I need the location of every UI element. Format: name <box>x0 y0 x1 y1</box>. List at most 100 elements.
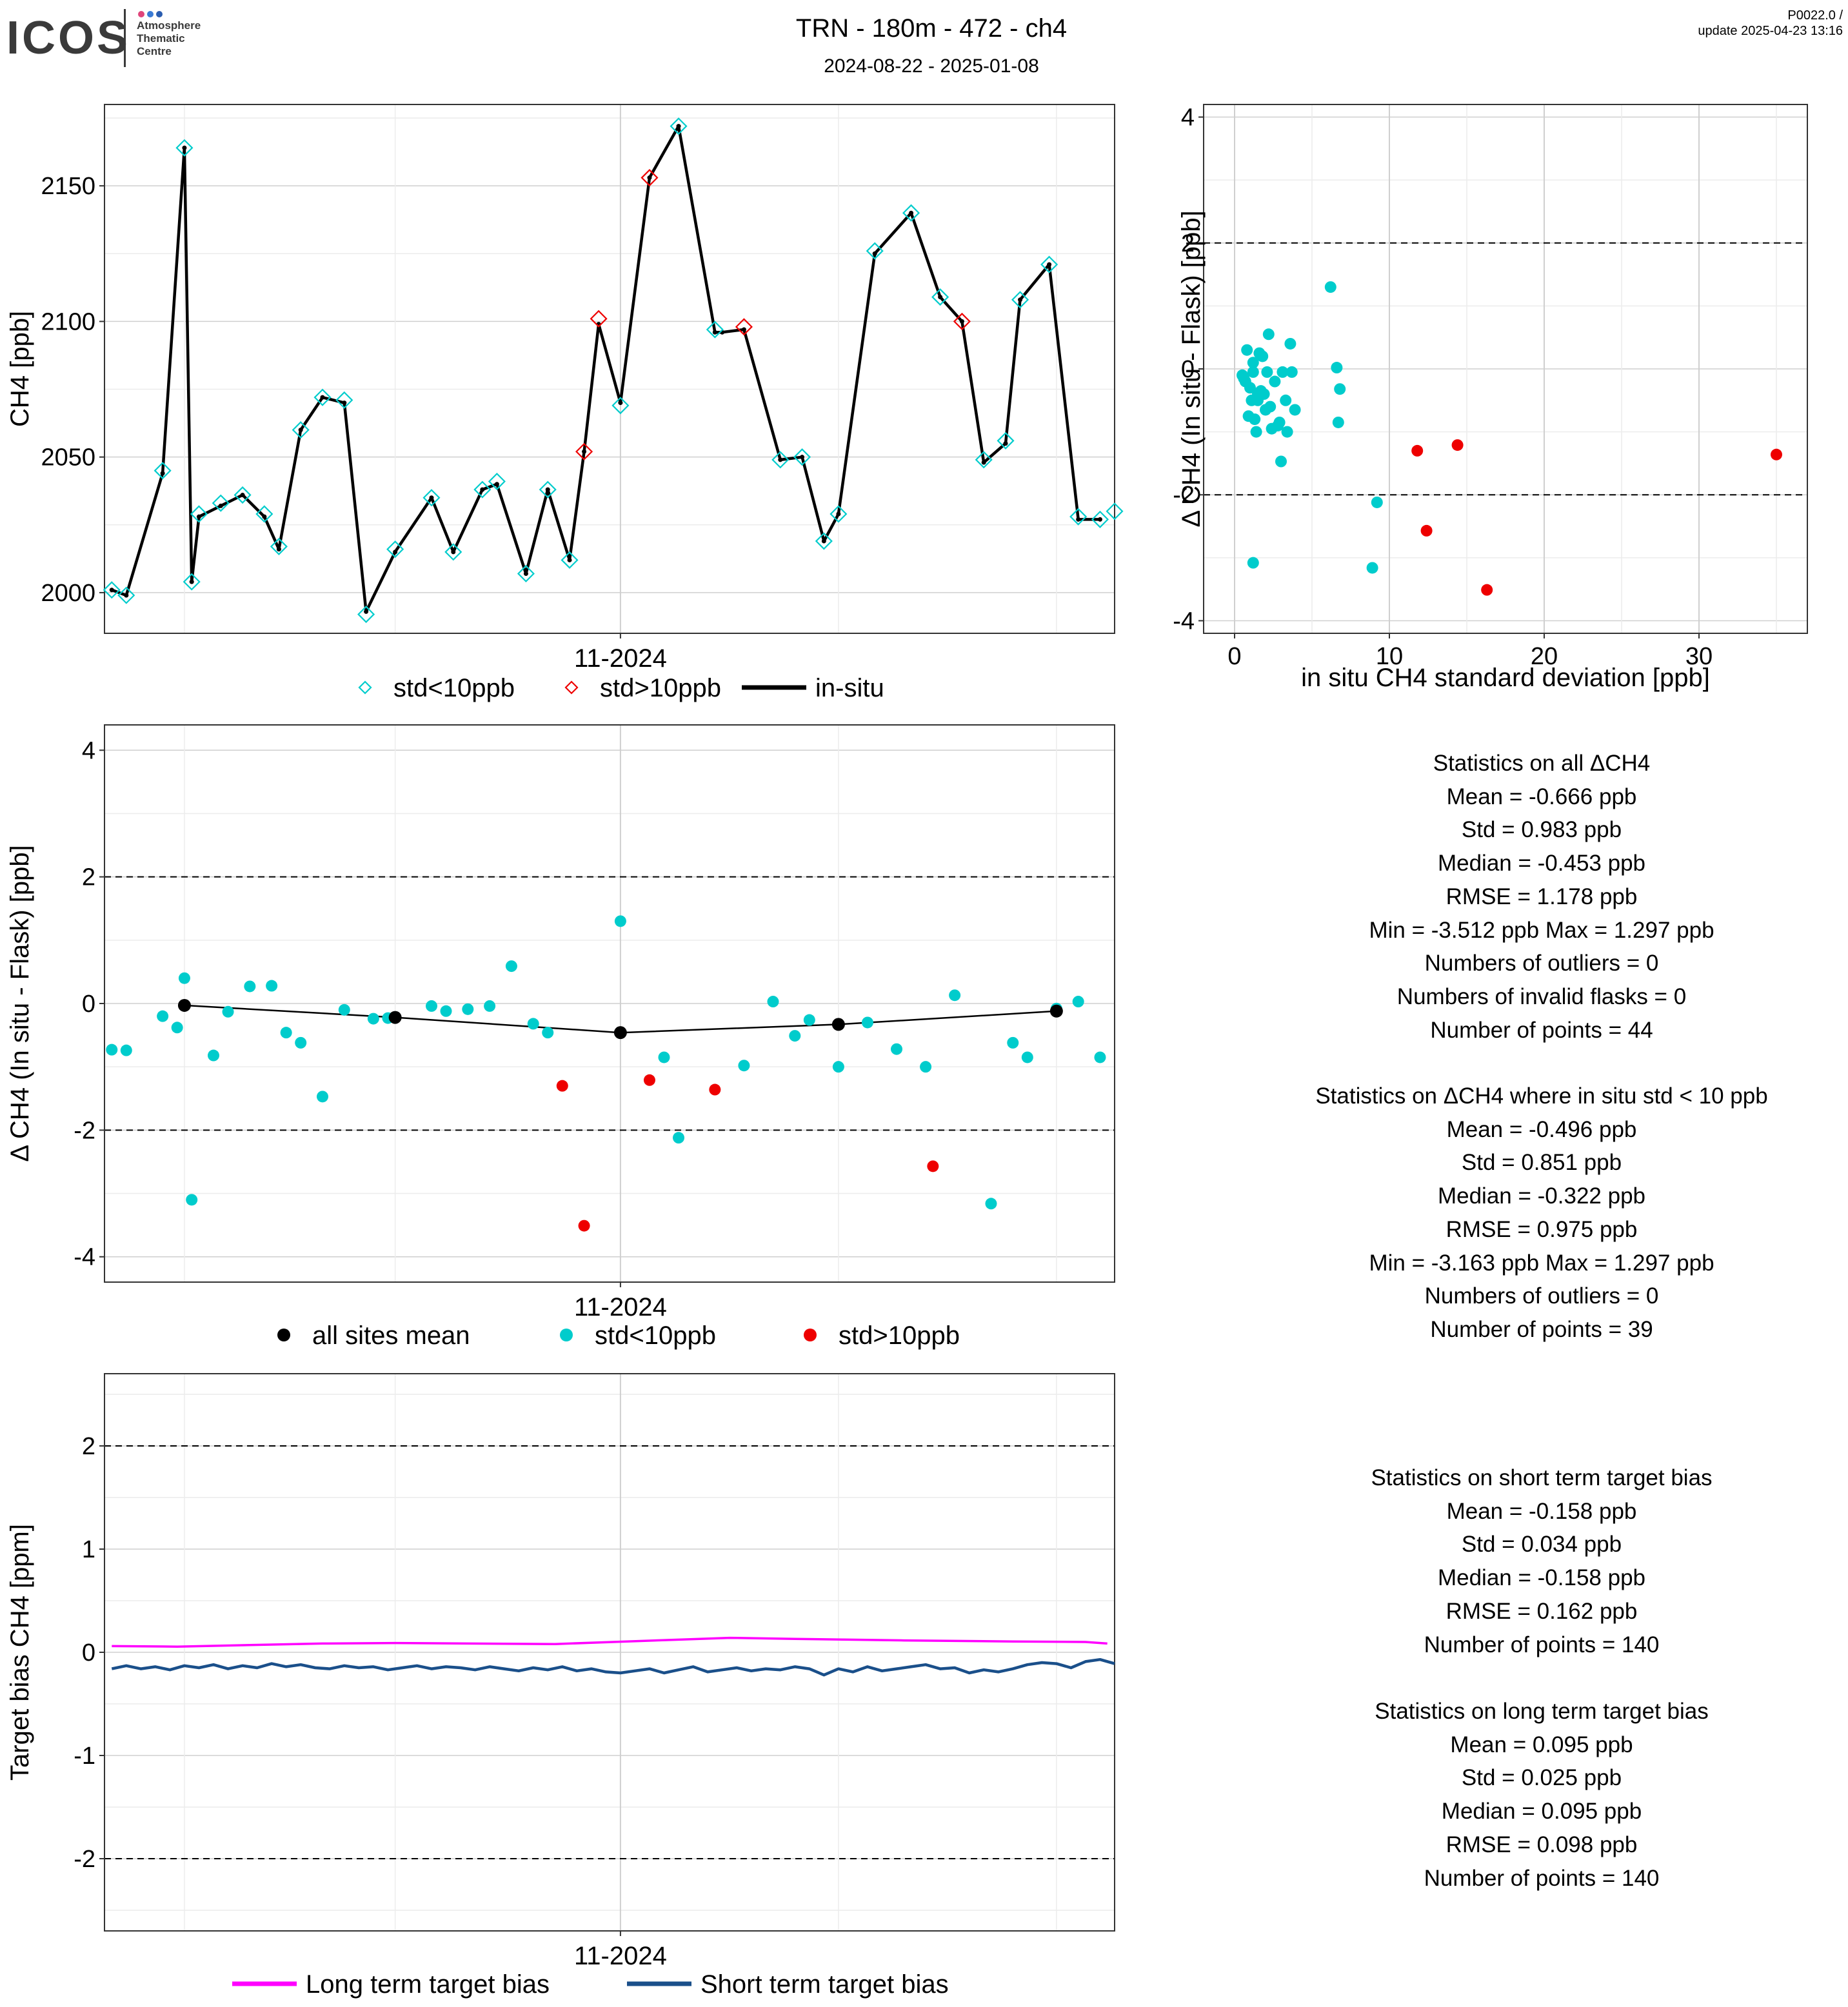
x-tick-label: 20 <box>1531 643 1558 670</box>
y-axis-label: CH4 [ppb] <box>6 311 34 427</box>
std-lt-10-point <box>527 1018 539 1030</box>
std-gt-10-point <box>1771 448 1782 460</box>
std-lt-10-point <box>861 1016 873 1029</box>
in-situ-point <box>1047 262 1052 267</box>
legend-std-gt-10-symbol <box>804 1329 817 1341</box>
stats-title: Statistics on all ΔCH4 <box>1433 751 1651 776</box>
std-lt-10-point <box>1371 496 1383 508</box>
y-tick-label: 2 <box>82 1433 95 1460</box>
stats-line: Numbers of invalid flasks = 0 <box>1396 984 1687 1009</box>
std-gt-10-marker <box>735 318 753 336</box>
all-sites-mean-point <box>831 1018 845 1031</box>
std-lt-10-point <box>1262 328 1275 341</box>
y-tick-label: 4 <box>82 737 95 764</box>
legend-std-lt-10-symbol <box>358 680 372 695</box>
logo-separator <box>124 9 126 67</box>
in-situ-point <box>712 330 717 335</box>
in-situ-point <box>1003 441 1008 446</box>
std-lt-10-point <box>767 996 779 1008</box>
std-lt-10-point <box>803 1014 815 1026</box>
std-lt-10-point <box>1247 557 1259 569</box>
in-situ-point <box>342 400 347 406</box>
std-lt-10-marker <box>255 505 273 523</box>
std-lt-10-point <box>338 1004 350 1016</box>
stats-line: Median = -0.158 ppb <box>1437 1565 1646 1591</box>
short-term-bias-line <box>111 1657 1115 1677</box>
y-tick-label: 2 <box>82 864 95 891</box>
in-situ-point <box>1097 517 1102 522</box>
std-lt-10-point <box>1332 416 1344 428</box>
in-situ-point <box>451 549 456 555</box>
stats-line: Mean = -0.158 ppb <box>1446 1498 1637 1524</box>
std-lt-10-point <box>1277 366 1289 378</box>
in-situ-point <box>909 210 914 215</box>
stats-line: Number of points = 39 <box>1430 1316 1653 1342</box>
plot-border <box>104 104 1115 634</box>
legend-std-lt-10-label: std<10ppb <box>393 674 515 702</box>
in-situ-point <box>567 557 572 562</box>
y-tick-label: 1 <box>82 1536 95 1563</box>
std-lt-10-point <box>440 1005 452 1017</box>
std-lt-10-point <box>266 980 278 992</box>
std-gt-10-point <box>1481 584 1493 596</box>
std-lt-10-point <box>505 960 517 973</box>
logo-subtitle-line: Thematic <box>137 32 185 44</box>
std-lt-10-marker <box>997 431 1015 450</box>
in-situ-point <box>741 327 746 332</box>
std-lt-10-marker <box>212 494 230 512</box>
std-lt-10-point <box>1331 362 1343 374</box>
x-axis-label: in situ CH4 standard deviation [ppb] <box>1301 664 1710 692</box>
y-tick-label: -2 <box>74 1117 95 1144</box>
std-lt-10-point <box>920 1061 932 1073</box>
in-situ-point <box>1076 517 1081 522</box>
std-lt-10-marker <box>292 421 310 439</box>
y-tick-label: 2150 <box>41 173 95 200</box>
in-situ-point <box>480 487 485 492</box>
std-gt-10-marker <box>641 168 659 187</box>
std-lt-10-point <box>186 1194 198 1206</box>
std-lt-10-point <box>673 1132 685 1144</box>
std-lt-10-point <box>1334 383 1346 395</box>
std-lt-10-point <box>1094 1051 1106 1063</box>
in-situ-point <box>218 503 223 508</box>
std-lt-10-marker <box>539 480 557 499</box>
std-gt-10-point <box>1420 524 1433 537</box>
legend-long-term-label: Long term target bias <box>306 1970 550 1999</box>
stats-title: Statistics on ΔCH4 where in situ std < 1… <box>1315 1083 1768 1109</box>
std-lt-10-point <box>1253 347 1266 359</box>
stats-line: Std = 0.983 ppb <box>1461 817 1622 843</box>
std-lt-10-point <box>1241 344 1253 356</box>
target-bias-plot: -2 -1 0 1 2 Target bias CH4 [ppm] 11-2024 <box>6 1373 1115 1970</box>
std-lt-10-point <box>1247 357 1259 369</box>
legend-in-situ-label: in-situ <box>815 674 884 702</box>
std-lt-10-point <box>120 1044 132 1056</box>
logo-subtitle: Atmosphere Thematic Centre <box>137 19 201 58</box>
in-situ-point <box>981 460 986 465</box>
std-lt-10-point <box>316 1091 328 1103</box>
std-lt-10-point <box>1366 562 1378 574</box>
std-lt-10-point <box>1280 394 1292 406</box>
std-lt-10-point <box>891 1043 903 1055</box>
in-situ-point <box>196 514 201 519</box>
std-lt-10-marker <box>793 448 811 466</box>
std-lt-10-point <box>1247 366 1259 378</box>
stats-line: RMSE = 0.098 ppb <box>1446 1832 1638 1857</box>
std-lt-10-point <box>157 1010 169 1022</box>
std-lt-10-point <box>1281 426 1293 438</box>
std-lt-10-marker <box>488 472 506 491</box>
stats-line: Median = 0.095 ppb <box>1441 1799 1642 1824</box>
std-lt-10-marker <box>866 242 884 260</box>
x-tick-label: 11-2024 <box>574 1293 667 1321</box>
icos-logo: ICOS <box>6 12 131 64</box>
std-gt-10-marker <box>590 310 608 328</box>
update-timestamp: update 2025-04-23 13:16 <box>1698 24 1843 38</box>
y-tick-label: 2100 <box>41 308 95 335</box>
in-situ-point <box>778 457 783 462</box>
std-lt-10-point <box>985 1198 997 1210</box>
std-lt-10-point <box>1021 1051 1033 1063</box>
std-lt-10-marker <box>422 489 441 507</box>
in-situ-point <box>800 455 805 460</box>
std-lt-10-point <box>207 1049 219 1062</box>
